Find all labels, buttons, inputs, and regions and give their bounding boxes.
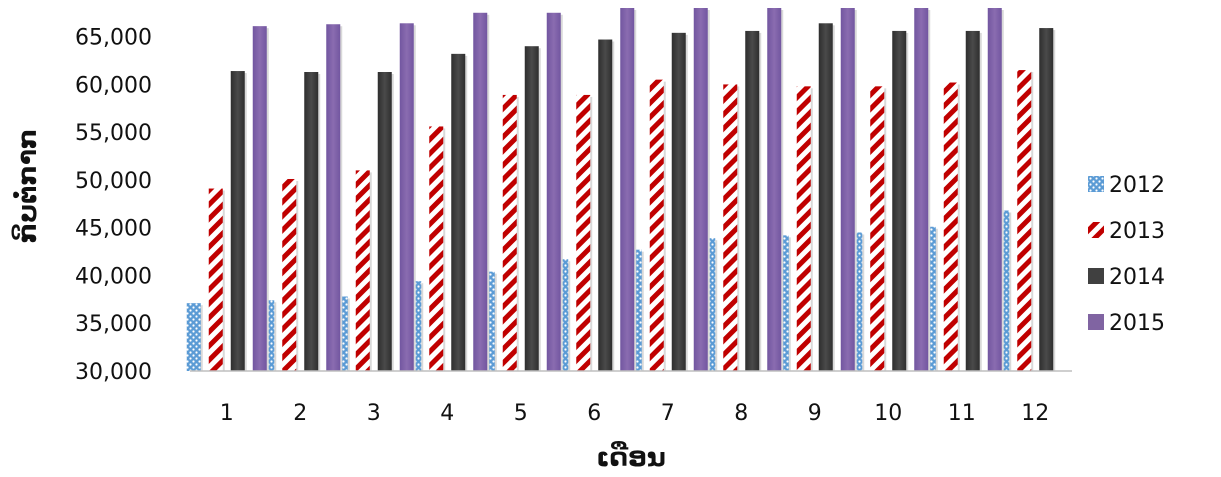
x-tick-label: 9 [808,401,822,426]
bar-2015-month-10 [914,8,929,371]
bar-2014-month-8 [745,30,760,371]
legend-swatch-2012 [1088,176,1104,192]
legend-label: 2014 [1109,265,1165,290]
x-tick-label: 5 [514,401,528,426]
y-axis-ticks: 30,000 35,000 40,000 45,000 50,000 55,000 60,0… [75,26,152,385]
bar-2015-month-8 [767,8,782,371]
bars-layer [186,8,1056,372]
x-tick-label: 11 [948,401,976,426]
y-tick-label: 30,000 [75,360,152,385]
y-tick-label: 65,000 [75,26,152,51]
bar-2012-month-1 [186,303,201,371]
bar-2014-month-9 [818,23,833,371]
bar-2015-month-11 [987,8,1002,371]
bar-2014-month-5 [524,46,539,372]
bar-2013-month-11 [943,82,958,371]
bar-2015-month-2 [326,24,341,372]
x-tick-label: 2 [293,401,307,426]
bar-2013-month-12 [1017,70,1032,371]
bar-2013-month-2 [282,178,297,371]
bar-2013-month-9 [796,86,811,372]
legend-label: 2013 [1109,219,1165,244]
bar-2013-month-8 [723,84,738,371]
bar-2015-month-7 [693,8,708,371]
bar-2014-month-4 [451,53,466,371]
x-axis-title: ເດືອນ [596,440,666,473]
bar-2014-month-1 [230,71,245,372]
bar-2014-month-2 [304,72,319,372]
x-tick-label: 6 [587,401,601,426]
x-tick-label: 3 [367,401,381,426]
bar-2013-month-1 [208,188,223,371]
bar-2014-month-10 [892,30,907,371]
bar-2015-month-1 [252,26,267,372]
x-tick-label: 8 [734,401,748,426]
bar-2014-month-7 [671,32,686,371]
x-tick-label: 1 [220,401,234,426]
x-tick-label: 7 [661,401,675,426]
y-tick-label: 35,000 [75,312,152,337]
legend-swatch-2015 [1088,314,1104,330]
bar-2015-month-6 [620,8,635,371]
legend-swatch-2013 [1088,222,1104,238]
x-tick-label: 12 [1021,401,1049,426]
y-tick-label: 60,000 [75,73,152,98]
bar-2013-month-10 [870,86,885,372]
y-tick-label: 45,000 [75,217,152,242]
bar-2013-month-7 [649,79,664,371]
bar-2014-month-11 [965,30,980,371]
bar-2015-month-3 [399,23,414,371]
bar-2013-month-3 [355,170,370,371]
bar-2013-month-5 [502,94,517,371]
bar-2014-month-12 [1039,28,1054,372]
x-tick-label: 4 [440,401,454,426]
legend-label: 2015 [1109,311,1165,336]
bar-2013-month-4 [429,126,444,371]
bar-2015-month-4 [473,12,488,372]
x-axis-ticks: 1 2 3 4 5 6 7 8 9 10 11 12 [220,401,1050,426]
bar-2014-month-3 [377,72,392,372]
legend: 2012 2013 2014 2015 [1088,173,1165,336]
legend-label: 2012 [1109,173,1165,198]
bar-2015-month-9 [840,8,855,371]
x-tick-label: 10 [874,401,902,426]
y-tick-label: 55,000 [75,121,152,146]
legend-swatch-2014 [1088,268,1104,284]
bar-2015-month-5 [546,12,561,372]
y-axis-title: ກິບຕໍ່ກາກ [10,129,43,244]
bar-2014-month-6 [598,39,613,372]
y-tick-label: 50,000 [75,169,152,194]
y-tick-label: 40,000 [75,264,152,289]
bar-2013-month-6 [576,94,591,371]
